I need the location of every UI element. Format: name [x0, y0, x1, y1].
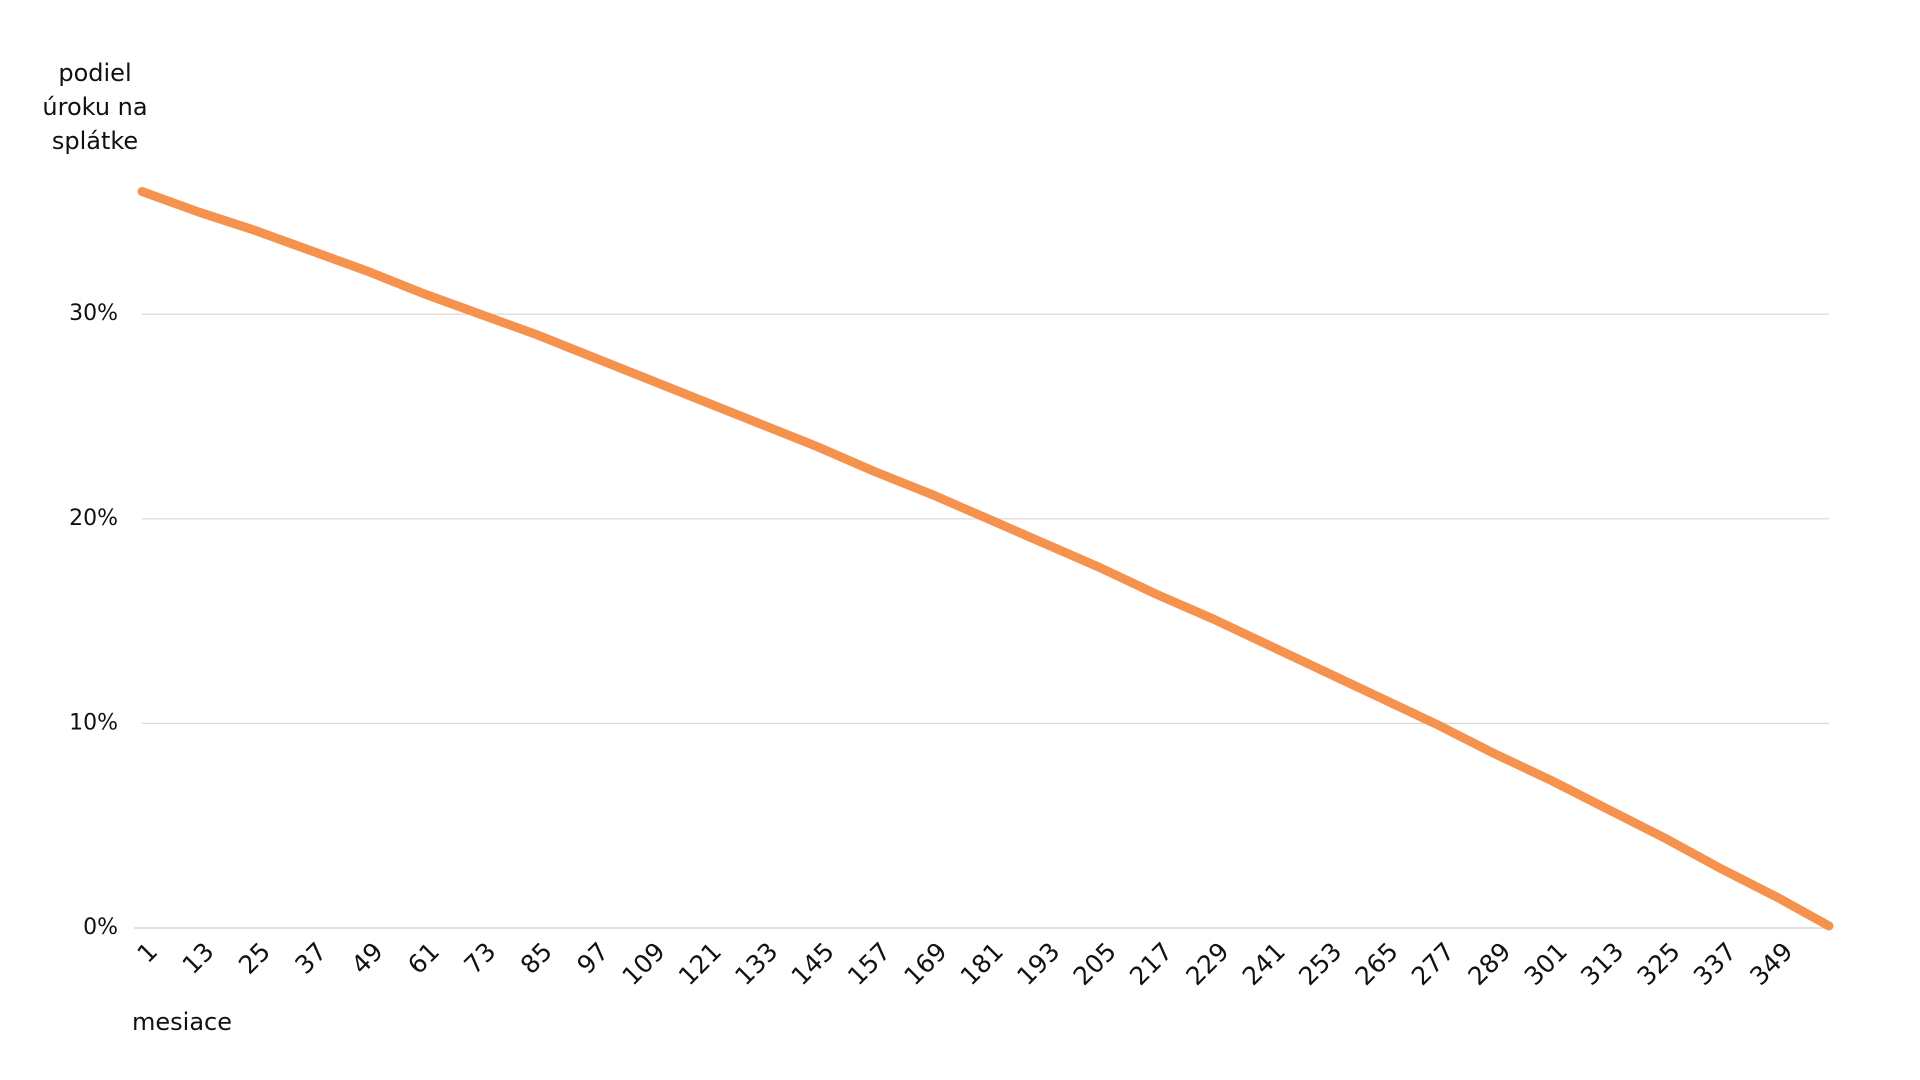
x-tick-label: 133: [729, 937, 783, 991]
x-tick-label: 97: [571, 937, 614, 980]
y-axis-label: podiel úroku na splátke: [42, 59, 148, 155]
x-tick-label: 181: [955, 937, 1009, 991]
x-tick-label: 313: [1575, 937, 1629, 991]
x-tick-label: 37: [289, 937, 332, 980]
x-tick-label: 85: [515, 937, 558, 980]
x-tick-label: 205: [1068, 937, 1122, 991]
x-tick-label: 265: [1350, 937, 1404, 991]
x-tick-label: 193: [1011, 937, 1065, 991]
x-tick-label: 229: [1180, 937, 1234, 991]
x-tick-label: 13: [177, 937, 220, 980]
x-tick-label: 121: [673, 937, 727, 991]
x-tick-label: 277: [1406, 937, 1460, 991]
x-tick-label: 109: [616, 937, 670, 991]
x-tick-label: 157: [842, 937, 896, 991]
y-tick-label: 0%: [83, 915, 118, 940]
y-tick-label: 20%: [69, 506, 118, 531]
line-series: [137, 186, 1834, 931]
x-tick-label: 73: [459, 937, 502, 980]
x-tick-label: 253: [1293, 937, 1347, 991]
x-tick-label: 49: [346, 937, 389, 980]
y-tick-label: 10%: [69, 710, 118, 735]
x-axis-label: mesiace: [132, 1008, 232, 1036]
x-tick-label: 325: [1631, 937, 1685, 991]
x-tick-label: 301: [1519, 937, 1573, 991]
x-tick-label: 289: [1462, 937, 1516, 991]
x-tick-label: 145: [786, 937, 840, 991]
x-tick-label: 25: [233, 937, 276, 980]
x-tick-label: 169: [898, 937, 952, 991]
y-tick-label: 30%: [69, 301, 118, 326]
x-tick-label: 337: [1688, 937, 1742, 991]
x-tick-label: 1: [131, 937, 163, 969]
x-tick-label: 61: [402, 937, 445, 980]
x-tick-label: 349: [1744, 937, 1798, 991]
x-tick-label: 217: [1124, 937, 1178, 991]
x-tick-label: 241: [1237, 937, 1291, 991]
